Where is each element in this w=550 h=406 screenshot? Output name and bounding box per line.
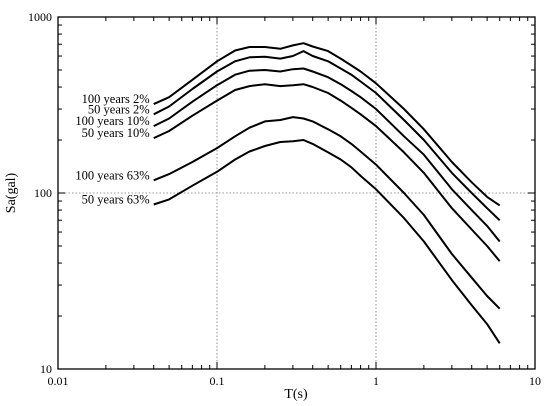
series-line [153,116,501,310]
series-line [153,67,501,243]
y-tick-label: 10 [40,362,52,376]
series-label: 50 years 2% [88,102,150,116]
series-label: 50 years 10% [82,126,150,140]
series-labels: 100 years 2%50 years 2%100 years 10%50 y… [75,92,149,206]
series-label: 100 years 2% [82,92,150,106]
plot-frame [57,16,536,370]
x-axis-label: T(s) [284,387,308,402]
x-tick-label: 10 [529,374,541,388]
x-tick-label: 1 [373,374,379,388]
tick-labels: 0.01 0.1 1 10 10 100 1000 [28,10,541,388]
series-lines [153,42,501,344]
series-label: 50 years 63% [82,193,150,207]
y-tick-label: 1000 [28,10,52,24]
series-label: 100 years 10% [75,114,149,128]
y-axis-label: Sa(gal) [4,172,19,213]
series-line [153,50,501,222]
series-line [153,42,501,207]
x-tick-label: 0.01 [48,374,69,388]
x-tick-label: 0.1 [210,374,225,388]
y-tick-label: 100 [34,186,52,200]
series-line [153,83,501,262]
series-line [153,139,501,344]
series-label: 100 years 63% [75,168,149,182]
grid-lines [58,17,535,369]
